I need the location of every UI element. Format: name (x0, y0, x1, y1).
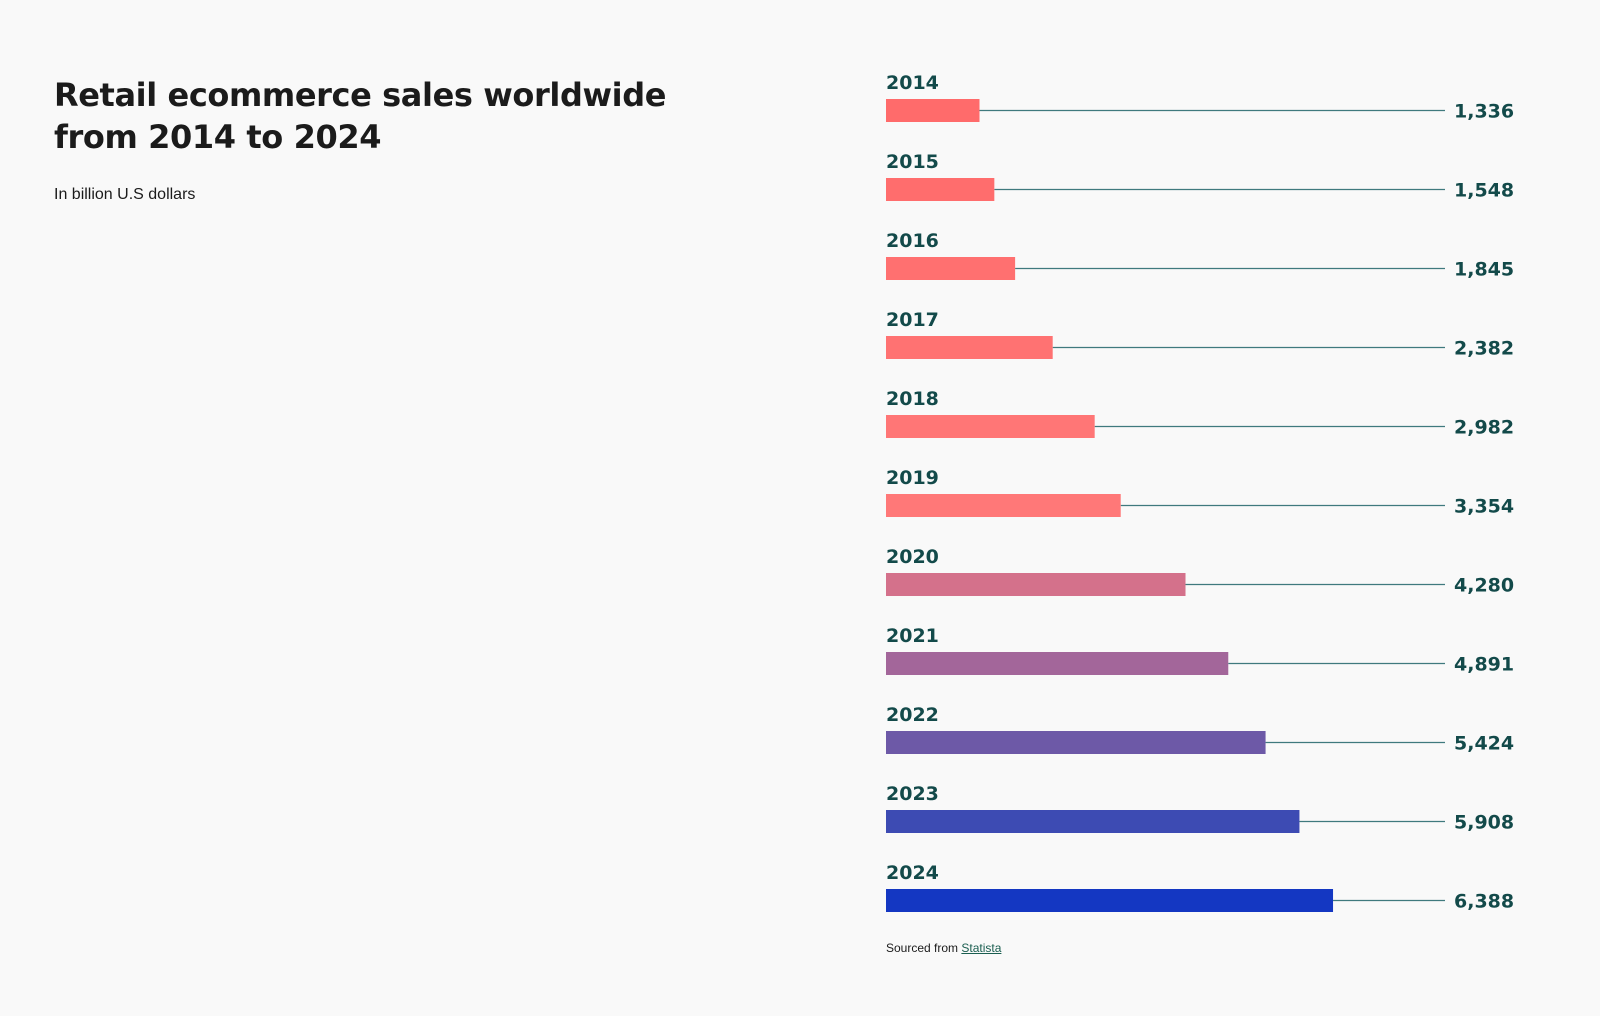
year-label-2022: 2022 (886, 704, 939, 726)
value-label-2014: 1,336 (1454, 101, 1514, 123)
bar-2014 (886, 99, 980, 122)
bar-2024 (886, 889, 1334, 912)
value-label-2024: 6,388 (1454, 891, 1514, 913)
year-label-2019: 2019 (886, 467, 939, 489)
year-label-2016: 2016 (886, 230, 939, 252)
statista-link[interactable]: Statista (961, 941, 1002, 955)
value-label-2023: 5,908 (1454, 812, 1514, 834)
year-label-2015: 2015 (886, 151, 939, 173)
year-label-2020: 2020 (886, 546, 939, 568)
year-label-2018: 2018 (886, 388, 939, 410)
bar-2021 (886, 652, 1229, 675)
bar-2022 (886, 731, 1266, 754)
bar-2019 (886, 494, 1121, 517)
value-label-2017: 2,382 (1454, 338, 1514, 360)
year-label-2017: 2017 (886, 309, 939, 331)
value-label-2018: 2,982 (1454, 417, 1514, 439)
source-prefix: Sourced from (886, 941, 959, 955)
bar-2018 (886, 415, 1095, 438)
chart-subtitle: In billion U.S dollars (54, 186, 196, 203)
value-label-2016: 1,845 (1454, 259, 1514, 281)
source-note: Sourced from Statista (886, 941, 1001, 955)
bar-2016 (886, 257, 1016, 280)
value-label-2021: 4,891 (1454, 654, 1514, 676)
bar-2020 (886, 573, 1186, 596)
value-label-2015: 1,548 (1454, 180, 1514, 202)
chart-title: Retail ecommerce sales worldwide from 20… (54, 76, 666, 156)
year-label-2023: 2023 (886, 783, 939, 805)
bar-2023 (886, 810, 1300, 833)
bar-2017 (886, 336, 1053, 359)
bar-2015 (886, 178, 995, 201)
year-label-2014: 2014 (886, 72, 939, 94)
value-label-2020: 4,280 (1454, 575, 1514, 597)
value-label-2022: 5,424 (1454, 733, 1514, 755)
year-label-2021: 2021 (886, 625, 939, 647)
year-label-2024: 2024 (886, 862, 939, 884)
value-label-2019: 3,354 (1454, 496, 1514, 518)
